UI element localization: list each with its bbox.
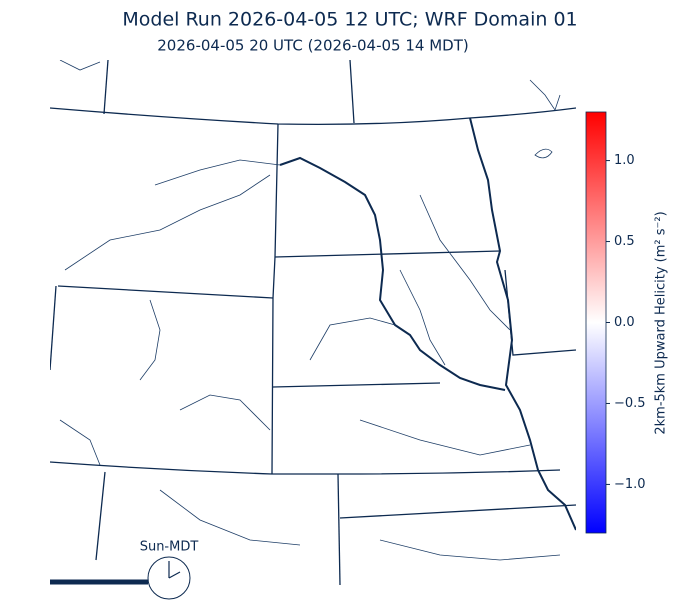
clock-label: Sun-MDT xyxy=(140,540,199,555)
colorbar-label: 2km-5km Upward Helicity (m² s⁻²) xyxy=(654,211,669,434)
colorbar-tick-label: 1.0 xyxy=(614,153,635,168)
colorbar-tick-label: −0.5 xyxy=(614,396,646,411)
map xyxy=(50,60,576,585)
colorbar-tick-label: 0.5 xyxy=(614,234,635,249)
colorbar-tick-label: −1.0 xyxy=(614,477,646,492)
colorbar xyxy=(585,111,607,534)
colorbar-tick-label: 0.0 xyxy=(614,315,635,330)
title: Model Run 2026-04-05 12 UTC; WRF Domain … xyxy=(122,9,577,31)
clock-hands xyxy=(168,561,181,579)
subtitle: 2026-04-05 20 UTC (2026-04-05 14 MDT) xyxy=(157,37,468,55)
